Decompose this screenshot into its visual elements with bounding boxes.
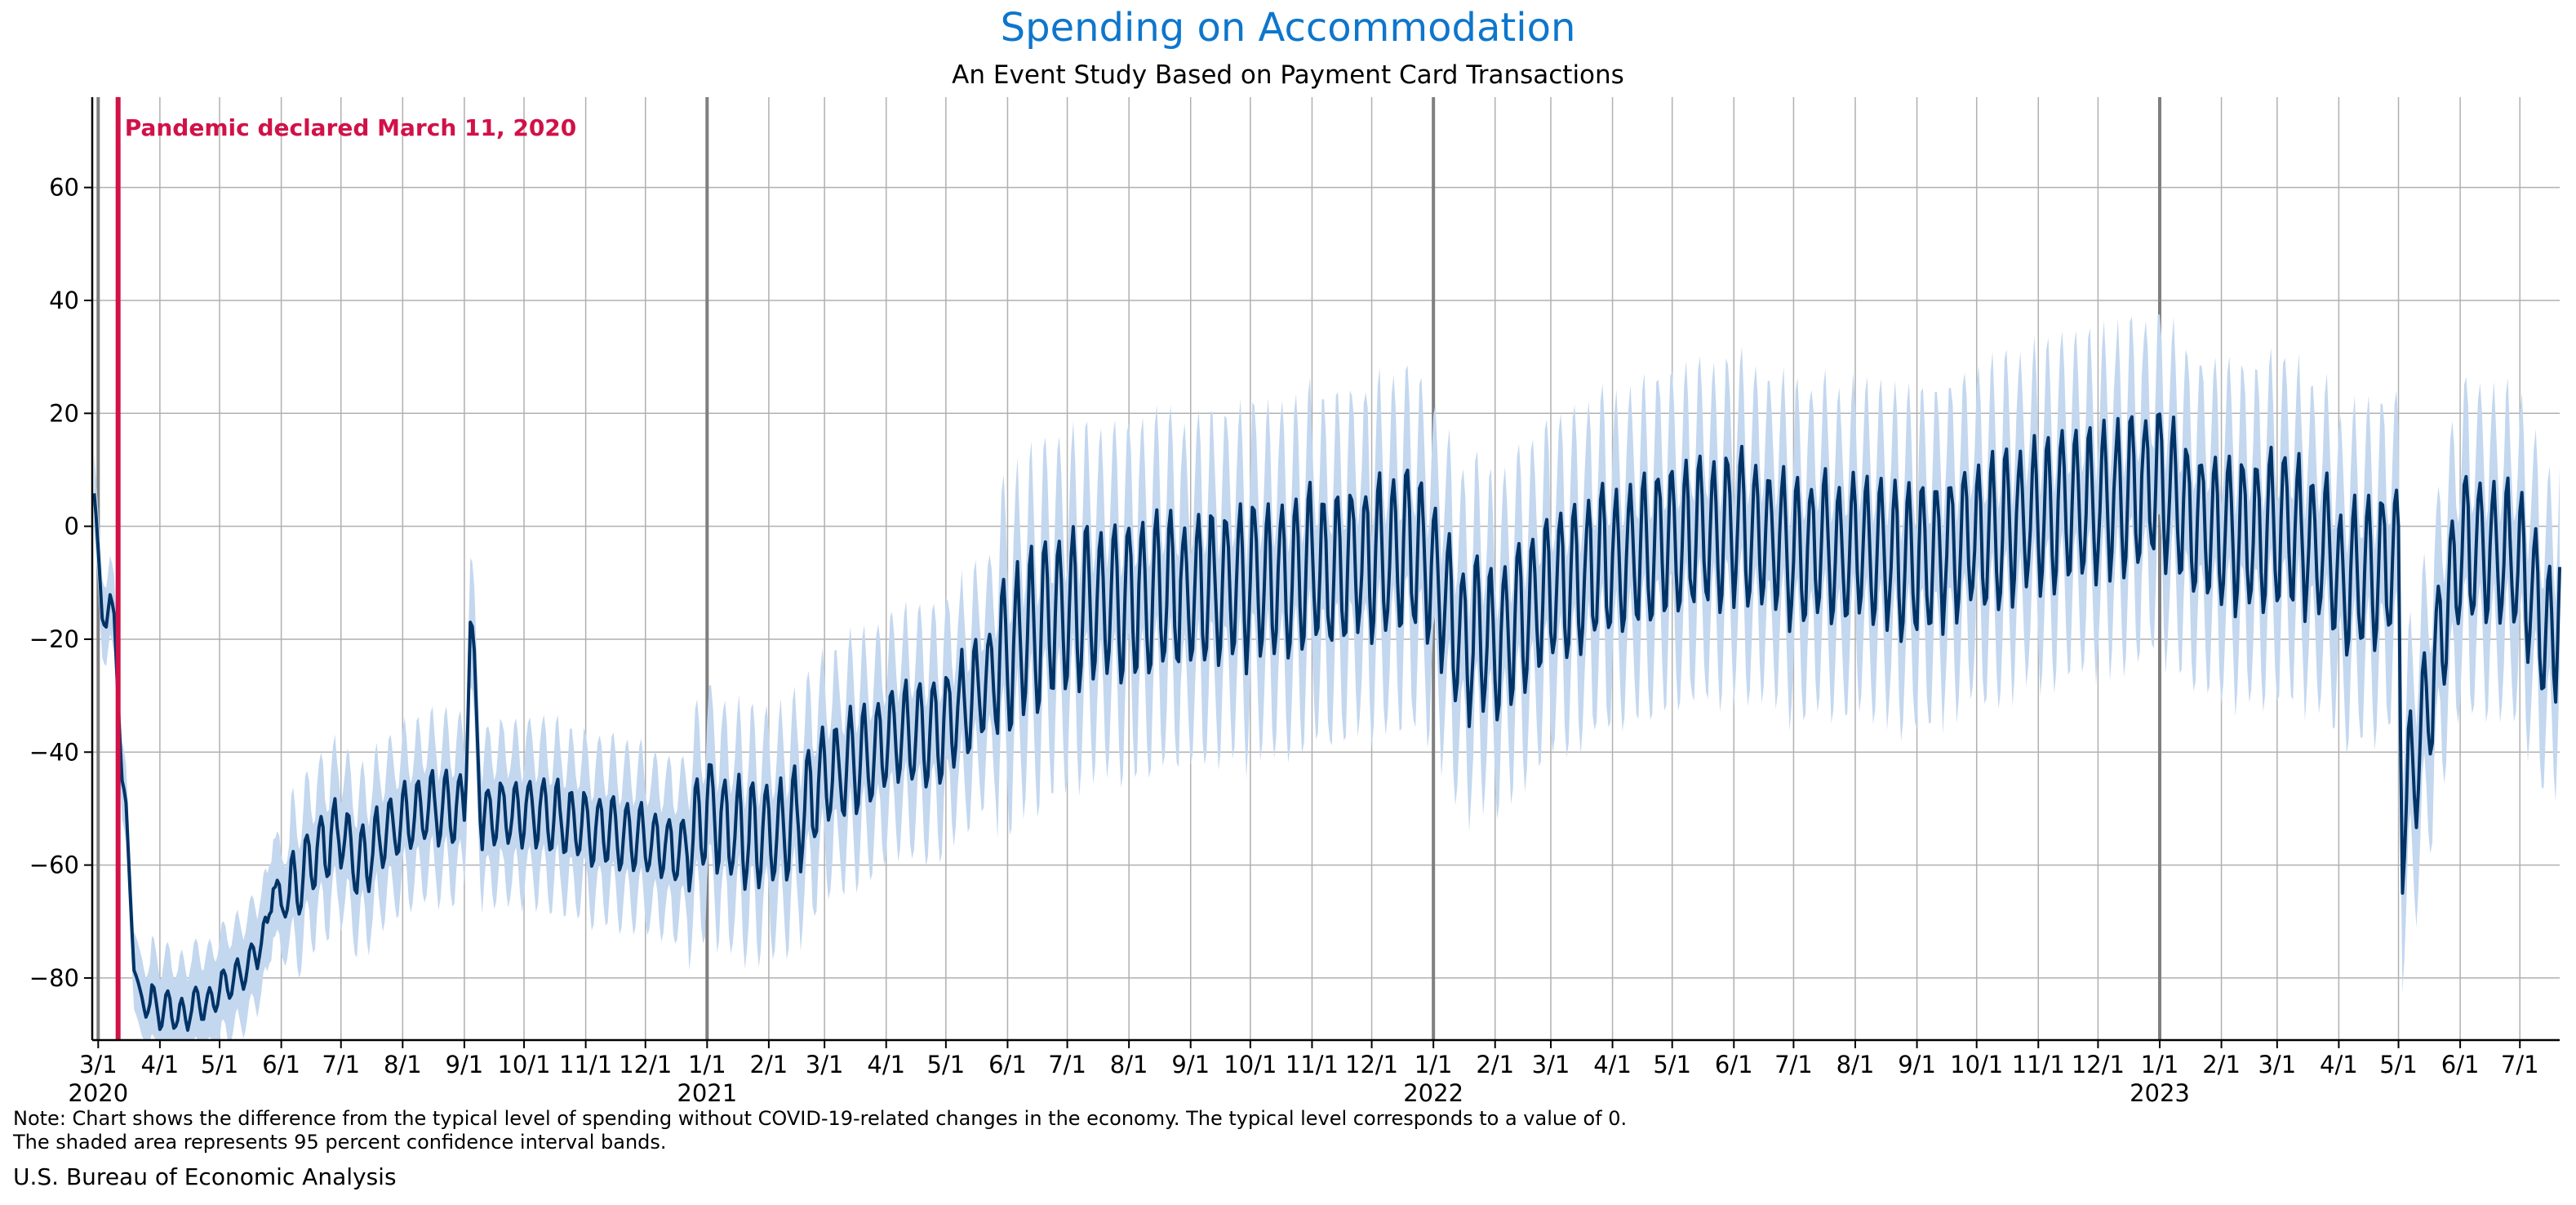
x-tick-label: 8/1 <box>1837 1051 1875 1078</box>
x-tick-label: 6/1 <box>2441 1051 2480 1078</box>
x-tick-label: 5/1 <box>1653 1051 1691 1078</box>
x-tick-label: 2/1 <box>750 1051 788 1078</box>
x-year-label: 2020 <box>68 1079 128 1107</box>
confidence-band <box>94 313 2560 1040</box>
x-tick-label: 3/1 <box>2258 1051 2296 1078</box>
x-tick-label: 6/1 <box>988 1051 1027 1078</box>
x-tick-label: 1/1 <box>2141 1051 2179 1078</box>
x-tick-label: 7/1 <box>322 1051 360 1078</box>
x-tick-label: 4/1 <box>2320 1051 2358 1078</box>
x-tick-label: 7/1 <box>1048 1051 1086 1078</box>
x-tick-label: 6/1 <box>262 1051 300 1078</box>
y-tick-label: 40 <box>49 287 79 314</box>
x-tick-label: 11/1 <box>2012 1051 2065 1078</box>
x-tick-label: 7/1 <box>1774 1051 1813 1078</box>
x-tick-label: 8/1 <box>384 1051 422 1078</box>
chart-subtitle: An Event Study Based on Payment Card Tra… <box>952 60 1624 90</box>
x-tick-label: 1/1 <box>688 1051 726 1078</box>
x-tick-label: 1/1 <box>1415 1051 1453 1078</box>
x-tick-label: 3/1 <box>1532 1051 1570 1078</box>
x-tick-label: 9/1 <box>1898 1051 1936 1078</box>
x-tick-label: 3/1 <box>79 1051 118 1078</box>
x-tick-label: 11/1 <box>559 1051 612 1078</box>
x-tick-label: 12/1 <box>2072 1051 2125 1078</box>
y-tick-label: −40 <box>29 738 79 766</box>
x-tick-label: 8/1 <box>1110 1051 1148 1078</box>
x-tick-label: 7/1 <box>2501 1051 2539 1078</box>
x-year-label: 2021 <box>677 1079 737 1107</box>
event-label: Pandemic declared March 11, 2020 <box>125 114 577 141</box>
x-tick-label: 10/1 <box>1950 1051 2003 1078</box>
y-tick-label: 60 <box>49 174 79 202</box>
x-tick-label: 4/1 <box>141 1051 180 1078</box>
chart-title: Spending on Accommodation <box>1000 5 1576 51</box>
y-tick-label: −20 <box>29 625 79 653</box>
x-tick-label: 6/1 <box>1715 1051 1753 1078</box>
x-tick-label: 4/1 <box>867 1051 905 1078</box>
x-year-label: 2023 <box>2130 1079 2190 1107</box>
series-line <box>92 412 2561 1032</box>
x-tick-label: 11/1 <box>1286 1051 1339 1078</box>
x-tick-label: 4/1 <box>1593 1051 1632 1078</box>
x-tick-label: 2/1 <box>1476 1051 1514 1078</box>
x-tick-label: 10/1 <box>497 1051 550 1078</box>
y-tick-label: −60 <box>29 852 79 879</box>
x-tick-label: 10/1 <box>1224 1051 1277 1078</box>
x-tick-label: 5/1 <box>2379 1051 2418 1078</box>
y-tick-label: 0 <box>64 513 79 540</box>
x-tick-label: 9/1 <box>1171 1051 1210 1078</box>
x-tick-label: 5/1 <box>927 1051 966 1078</box>
y-tick-label: 20 <box>49 399 79 427</box>
x-tick-label: 12/1 <box>1345 1051 1398 1078</box>
x-tick-label: 3/1 <box>806 1051 844 1078</box>
x-tick-label: 5/1 <box>201 1051 239 1078</box>
y-tick-label: −80 <box>29 964 79 992</box>
chart-note-line2: The shaded area represents 95 percent co… <box>13 1131 667 1154</box>
chart-source: U.S. Bureau of Economic Analysis <box>13 1163 397 1190</box>
x-year-label: 2022 <box>1403 1079 1463 1107</box>
x-tick-label: 12/1 <box>619 1051 672 1078</box>
x-tick-label: 2/1 <box>2202 1051 2241 1078</box>
x-tick-label: 9/1 <box>446 1051 484 1078</box>
chart-note-line1: Note: Chart shows the difference from th… <box>13 1107 1628 1130</box>
